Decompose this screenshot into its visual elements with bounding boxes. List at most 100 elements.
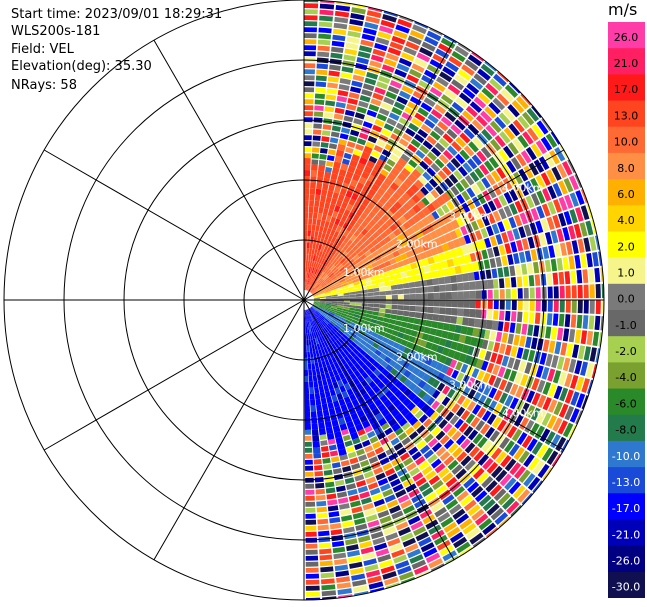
polar-grid bbox=[3, 0, 605, 601]
velocity-gate bbox=[435, 446, 447, 457]
velocity-gate bbox=[480, 423, 491, 435]
velocity-gate bbox=[397, 357, 406, 366]
velocity-gate bbox=[443, 438, 455, 450]
velocity-gate bbox=[366, 160, 376, 169]
velocity-gate bbox=[345, 203, 354, 212]
velocity-gate bbox=[457, 166, 468, 177]
velocity-gate bbox=[395, 349, 403, 358]
velocity-gate bbox=[313, 312, 319, 318]
velocity-gate bbox=[304, 315, 307, 322]
velocity-gate bbox=[575, 410, 583, 425]
velocity-gate bbox=[513, 334, 520, 346]
velocity-gate bbox=[344, 477, 355, 485]
velocity-gate bbox=[509, 203, 518, 215]
velocity-gate bbox=[461, 245, 470, 255]
velocity-gate bbox=[481, 177, 491, 189]
velocity-gate bbox=[304, 200, 309, 207]
velocity-gate bbox=[324, 171, 332, 179]
velocity-gate bbox=[320, 446, 329, 452]
velocity-gate bbox=[576, 269, 583, 284]
velocity-gate bbox=[386, 117, 397, 127]
velocity-gate bbox=[406, 270, 414, 277]
velocity-gate bbox=[314, 268, 319, 275]
velocity-gate bbox=[430, 458, 442, 469]
velocity-gate bbox=[439, 71, 453, 83]
velocity-gate bbox=[360, 228, 369, 236]
velocity-gate bbox=[340, 459, 350, 467]
velocity-gate bbox=[376, 187, 386, 196]
velocity-gate bbox=[354, 112, 365, 120]
velocity-gate bbox=[558, 371, 567, 386]
velocity-gate bbox=[388, 318, 396, 325]
velocity-gate bbox=[427, 151, 438, 162]
velocity-gate bbox=[397, 157, 408, 168]
velocity-gate bbox=[513, 447, 525, 461]
velocity-gate bbox=[349, 234, 357, 242]
velocity-gate bbox=[500, 454, 512, 468]
velocity-gate bbox=[348, 335, 355, 342]
velocity-gate bbox=[397, 344, 406, 352]
velocity-gate bbox=[314, 362, 320, 370]
velocity-gate bbox=[316, 286, 323, 291]
velocity-gate bbox=[425, 341, 433, 350]
velocity-gate bbox=[357, 485, 369, 494]
velocity-gate bbox=[498, 149, 510, 162]
velocity-gate bbox=[348, 258, 355, 265]
velocity-gate bbox=[505, 160, 517, 173]
velocity-gate bbox=[600, 267, 604, 282]
velocity-gate bbox=[323, 275, 329, 281]
velocity-gate bbox=[577, 284, 583, 299]
velocity-gate bbox=[337, 174, 345, 183]
velocity-gate bbox=[548, 383, 557, 398]
velocity-gate bbox=[510, 241, 518, 253]
velocity-gate bbox=[401, 111, 413, 122]
range-label-upper: 1.00km bbox=[343, 266, 385, 279]
velocity-gate bbox=[392, 398, 402, 408]
velocity-gate bbox=[528, 457, 540, 471]
velocity-gate bbox=[327, 505, 339, 512]
velocity-gate bbox=[313, 297, 320, 299]
velocity-gate bbox=[450, 185, 460, 196]
velocity-gate bbox=[488, 156, 500, 169]
velocity-gate bbox=[343, 290, 350, 294]
velocity-gate bbox=[473, 96, 487, 109]
velocity-gate bbox=[524, 419, 535, 434]
velocity-gate bbox=[379, 304, 386, 309]
velocity-gate bbox=[381, 321, 389, 328]
velocity-gate bbox=[531, 377, 540, 391]
velocity-gate bbox=[305, 543, 318, 549]
velocity-gate bbox=[367, 268, 375, 274]
velocity-gate bbox=[504, 344, 512, 356]
velocity-gate bbox=[497, 321, 504, 332]
velocity-gate bbox=[337, 329, 344, 336]
velocity-gate bbox=[347, 267, 354, 273]
velocity-gate bbox=[416, 245, 425, 254]
velocity-gate bbox=[305, 309, 308, 316]
velocity-gate bbox=[311, 224, 316, 231]
velocity-gate bbox=[479, 163, 490, 176]
velocity-gate bbox=[314, 262, 319, 269]
velocity-gate bbox=[394, 255, 403, 263]
velocity-gate bbox=[445, 291, 452, 300]
velocity-gate bbox=[481, 215, 491, 227]
velocity-gate bbox=[345, 146, 354, 154]
velocity-gate bbox=[349, 291, 356, 295]
velocity-gate bbox=[421, 74, 434, 85]
velocity-gate bbox=[384, 356, 392, 364]
velocity-gate bbox=[395, 560, 410, 570]
velocity-gate bbox=[346, 367, 354, 376]
velocity-gate bbox=[490, 465, 503, 479]
velocity-gate bbox=[306, 345, 310, 352]
velocity-gate bbox=[316, 355, 322, 363]
velocity-gate bbox=[352, 264, 359, 270]
velocity-gate bbox=[585, 362, 594, 378]
velocity-gate bbox=[349, 18, 364, 27]
velocity-gate bbox=[442, 494, 455, 506]
velocity-gate bbox=[400, 407, 410, 417]
velocity-gate bbox=[391, 422, 401, 432]
velocity-gate bbox=[332, 546, 346, 554]
velocity-gate bbox=[324, 220, 330, 228]
velocity-gate bbox=[504, 381, 513, 394]
velocity-gate bbox=[418, 482, 431, 492]
velocity-gate bbox=[316, 410, 324, 418]
